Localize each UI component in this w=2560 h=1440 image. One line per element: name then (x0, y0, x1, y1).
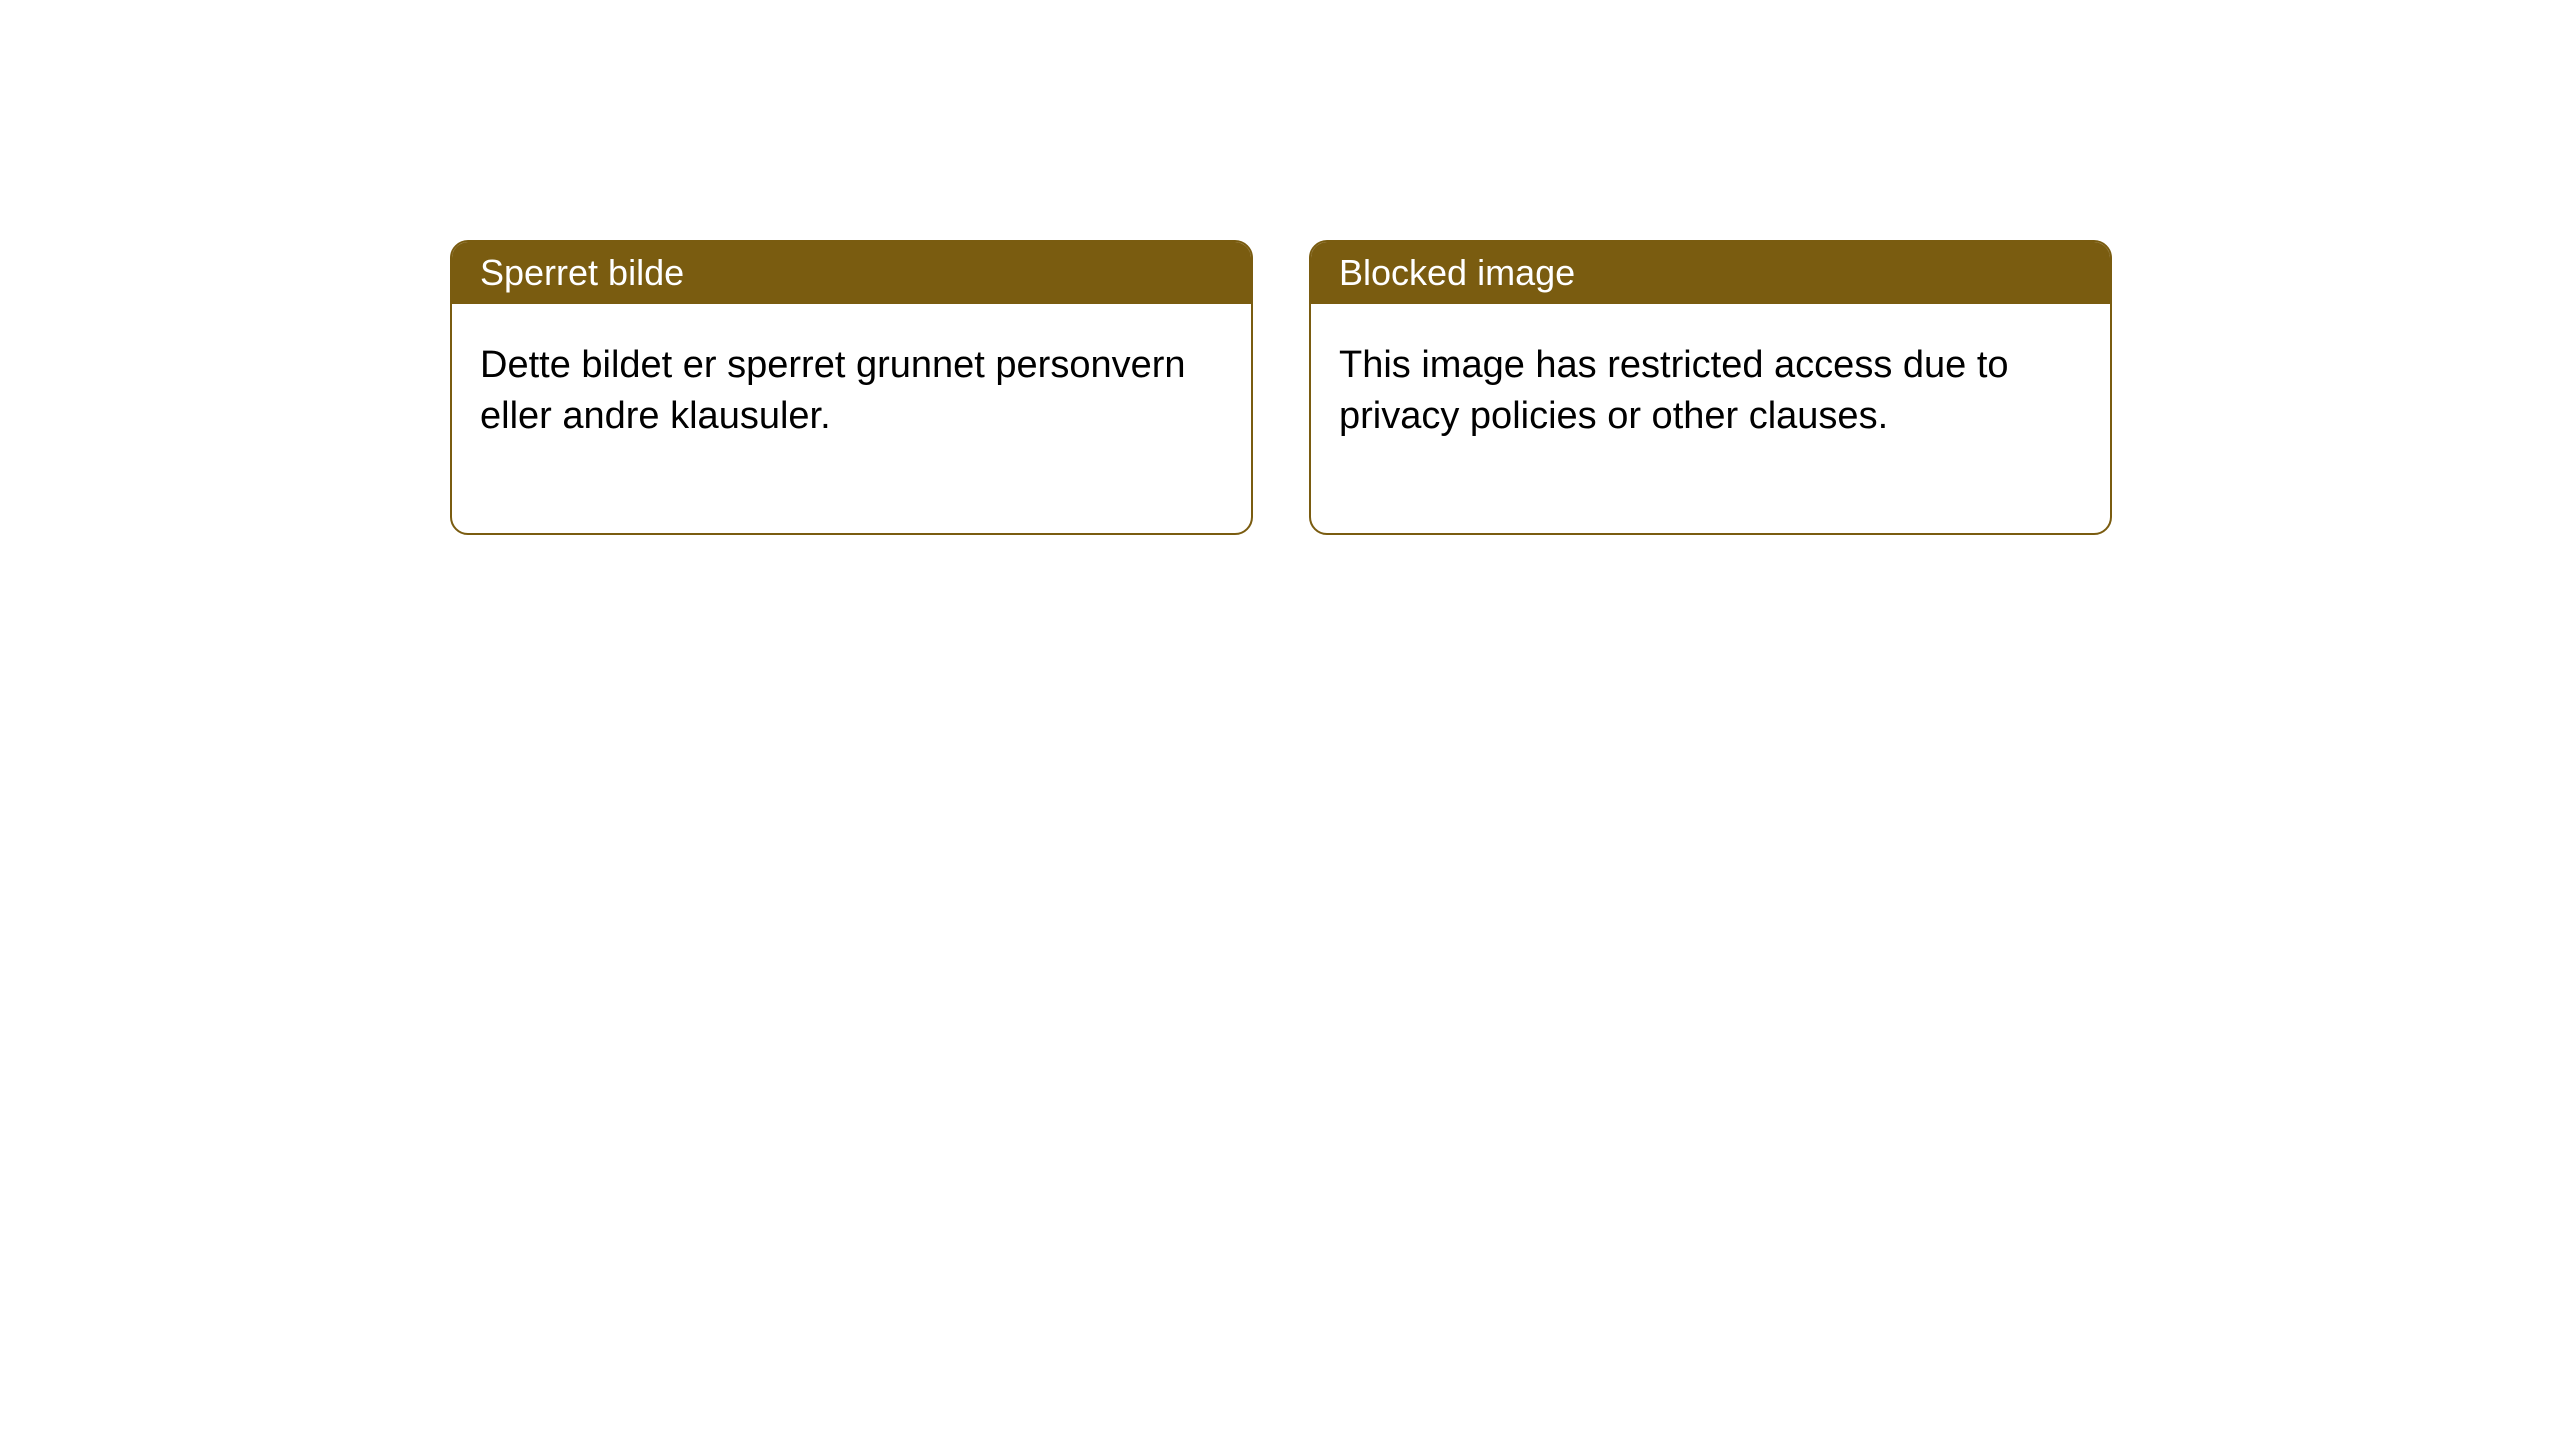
card-title: Sperret bilde (480, 252, 684, 293)
card-header: Sperret bilde (452, 242, 1251, 304)
card-title: Blocked image (1339, 252, 1575, 293)
card-header: Blocked image (1311, 242, 2110, 304)
card-body-text: Dette bildet er sperret grunnet personve… (480, 344, 1186, 437)
blocked-image-card-norwegian: Sperret bilde Dette bildet er sperret gr… (450, 240, 1253, 535)
card-body-text: This image has restricted access due to … (1339, 344, 2009, 437)
blocked-image-card-english: Blocked image This image has restricted … (1309, 240, 2112, 535)
card-body: Dette bildet er sperret grunnet personve… (452, 304, 1251, 533)
notice-cards-container: Sperret bilde Dette bildet er sperret gr… (0, 0, 2560, 535)
card-body: This image has restricted access due to … (1311, 304, 2110, 533)
